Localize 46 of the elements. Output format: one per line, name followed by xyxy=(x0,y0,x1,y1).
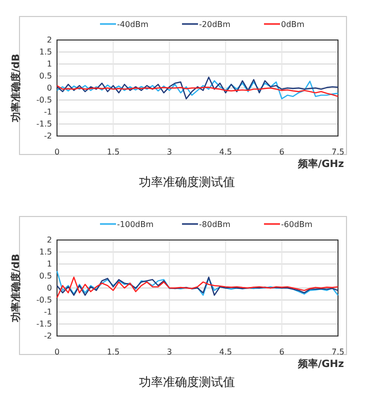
legend-label: -100dBm xyxy=(117,220,154,229)
x-tick-label: 3 xyxy=(166,348,172,357)
x-axis-title: 频率/GHz xyxy=(296,158,344,170)
x-tick-label: 6 xyxy=(279,348,284,357)
x-tick-label: 6 xyxy=(279,148,284,157)
y-tick-label: 0 xyxy=(46,84,52,93)
x-axis-title: 频率/GHz xyxy=(296,358,344,370)
x-tick-label: 1.5 xyxy=(106,348,120,357)
y-tick-label: 1.5 xyxy=(39,248,52,257)
y-tick-label: 1 xyxy=(46,60,52,69)
text: 功率准确度测试值 xyxy=(139,175,235,189)
x-tick-label: 1.5 xyxy=(106,148,120,157)
x-tick-label: 3 xyxy=(166,148,172,157)
y-axis-title: 功率准确度/dB xyxy=(10,254,22,324)
line-series xyxy=(56,76,339,100)
x-tick-label: 7.5 xyxy=(332,348,344,357)
legend-label: -20dBm xyxy=(199,20,231,29)
y-axis-title: 功率准确度/dB xyxy=(10,54,22,124)
y-tick-label: -1 xyxy=(44,308,52,317)
line-series xyxy=(56,270,339,296)
x-tick-label: 4.5 xyxy=(219,348,232,357)
y-tick-label: -0.5 xyxy=(36,296,52,305)
y-tick-label: 1 xyxy=(46,260,52,269)
y-tick-label: 0.5 xyxy=(39,272,52,281)
y-tick-label: 0 xyxy=(46,284,52,293)
y-tick-label: 0.5 xyxy=(39,72,52,81)
x-tick-label: 7.5 xyxy=(332,148,344,157)
legend-label: -60dBm xyxy=(281,220,313,229)
x-tick-label: 0 xyxy=(54,348,60,357)
y-tick-label: -2 xyxy=(44,132,52,141)
legend-label: 0dBm xyxy=(281,20,305,29)
text: 功率准确度测试值 xyxy=(139,375,235,389)
x-tick-label: 0 xyxy=(54,148,60,157)
legend-label: -40dBm xyxy=(117,20,149,29)
y-tick-label: 2 xyxy=(46,236,52,245)
line-series xyxy=(56,80,339,100)
x-tick-label: 4.5 xyxy=(219,148,232,157)
y-tick-label: -1.5 xyxy=(36,120,52,129)
y-tick-label: -0.5 xyxy=(36,96,52,105)
y-tick-label: 2 xyxy=(46,36,52,45)
y-tick-label: -2 xyxy=(44,332,52,341)
y-tick-label: -1.5 xyxy=(36,320,52,329)
line-series xyxy=(56,85,339,97)
y-tick-label: 1.5 xyxy=(39,48,52,57)
y-tick-label: -1 xyxy=(44,108,52,117)
legend-label: -80dBm xyxy=(199,220,231,229)
